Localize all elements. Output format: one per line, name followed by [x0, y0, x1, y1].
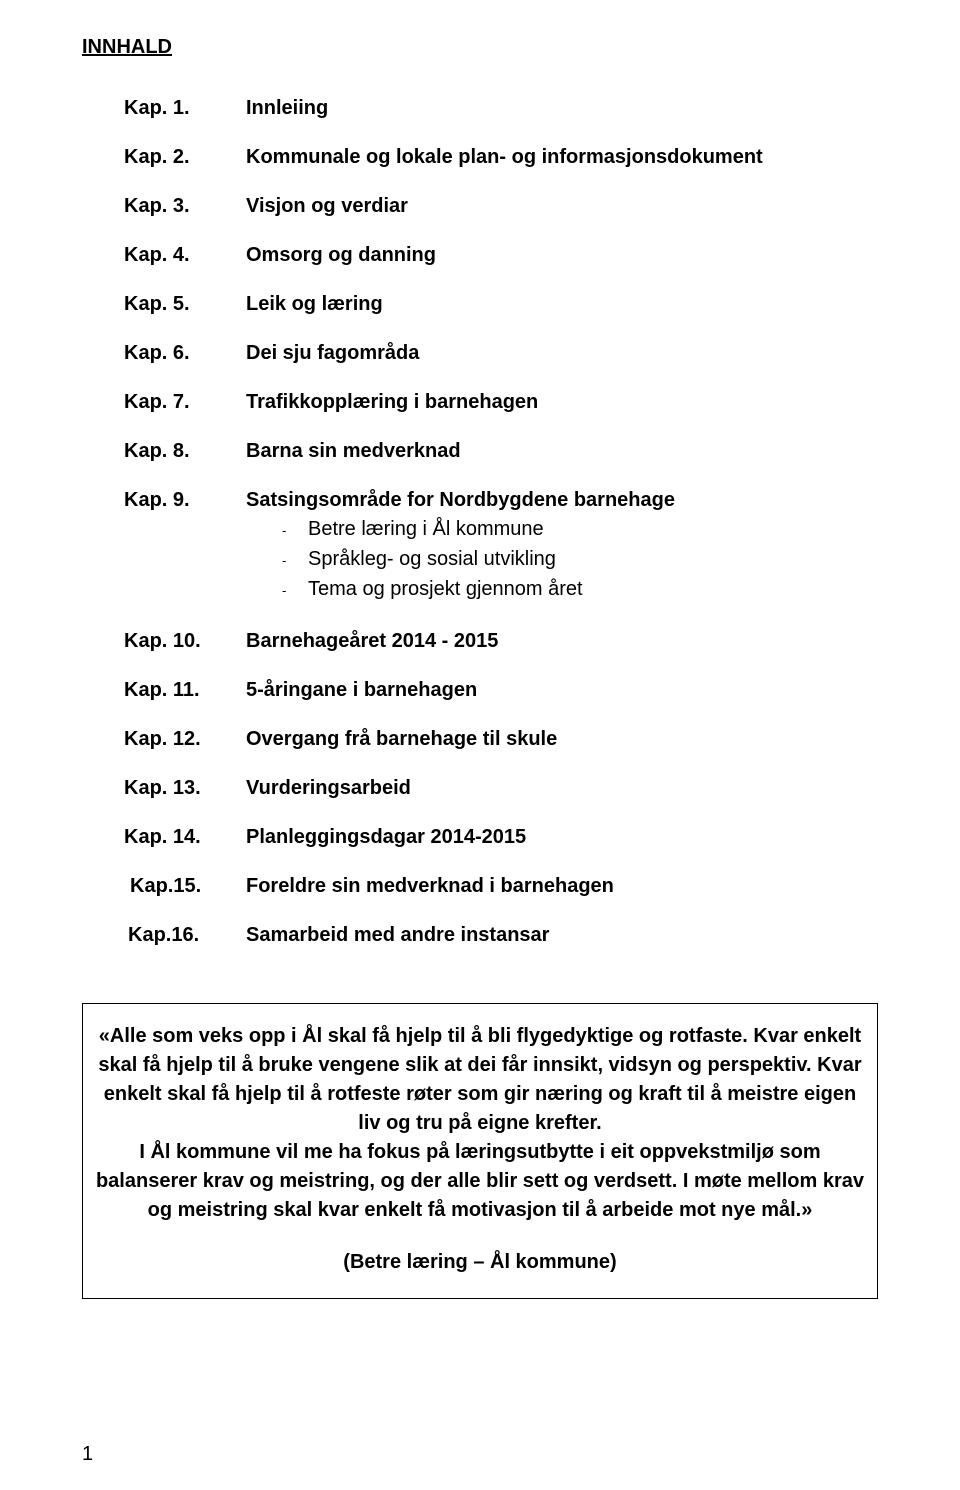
toc-title: Innleiing — [246, 97, 878, 120]
toc-title: Foreldre sin medverknad i barnehagen — [246, 875, 878, 898]
toc-row: Kap.15. Foreldre sin medverknad i barneh… — [82, 875, 878, 898]
toc-row: Kap. 4. Omsorg og danning — [82, 244, 878, 267]
toc-title: Planleggingsdagar 2014-2015 — [246, 826, 878, 849]
toc-row: Kap. 7. Trafikkopplæring i barnehagen — [82, 391, 878, 414]
toc-title: Omsorg og danning — [246, 244, 878, 267]
page-title: INNHALD — [82, 36, 878, 59]
toc-chapter: Kap.15. — [82, 875, 246, 898]
toc-chapter: Kap. 3. — [82, 195, 246, 218]
toc-title: 5-åringane i barnehagen — [246, 679, 878, 702]
toc-row: Kap. 6. Dei sju fagområda — [82, 342, 878, 365]
quote-paragraph: «Alle som veks opp i Ål skal få hjelp ti… — [93, 1022, 867, 1225]
quote-source: (Betre læring – Ål kommune) — [93, 1251, 867, 1274]
toc-row: Kap. 13. Vurderingsarbeid — [82, 777, 878, 800]
toc-title: Samarbeid med andre instansar — [246, 924, 878, 947]
toc-row: Kap.16. Samarbeid med andre instansar — [82, 924, 878, 947]
toc-title: Barnehageåret 2014 - 2015 — [246, 630, 878, 653]
quote-text-2: I Ål kommune vil me ha fokus på læringsu… — [96, 1141, 864, 1221]
toc-title: Kommunale og lokale plan- og informasjon… — [246, 146, 878, 169]
toc-chapter: Kap. 4. — [82, 244, 246, 267]
toc-row: Kap. 10. Barnehageåret 2014 - 2015 — [82, 630, 878, 653]
toc-title: Barna sin medverknad — [246, 440, 878, 463]
toc-chapter: Kap. 10. — [82, 630, 246, 653]
toc-title: Trafikkopplæring i barnehagen — [246, 391, 878, 414]
toc-subitem: - Betre læring i Ål kommune — [246, 514, 878, 544]
quote-box: «Alle som veks opp i Ål skal få hjelp ti… — [82, 1003, 878, 1299]
toc-row: Kap. 2. Kommunale og lokale plan- og inf… — [82, 146, 878, 169]
toc-chapter: Kap. 2. — [82, 146, 246, 169]
toc-chapter: Kap. 7. — [82, 391, 246, 414]
table-of-contents: Kap. 1. Innleiing Kap. 2. Kommunale og l… — [82, 97, 878, 947]
toc-subitem-text: Betre læring i Ål kommune — [308, 514, 544, 544]
toc-title-text: Satsingsområde for Nordbygdene barnehage — [246, 489, 675, 511]
toc-title: Overgang frå barnehage til skule — [246, 728, 878, 751]
toc-row: Kap. 3. Visjon og verdiar — [82, 195, 878, 218]
dash-icon: - — [282, 521, 308, 541]
toc-row: Kap. 12. Overgang frå barnehage til skul… — [82, 728, 878, 751]
toc-chapter: Kap. 6. — [82, 342, 246, 365]
toc-chapter: Kap.16. — [82, 924, 246, 947]
toc-chapter: Kap. 14. — [82, 826, 246, 849]
toc-row: Kap. 11. 5-åringane i barnehagen — [82, 679, 878, 702]
toc-chapter: Kap. 1. — [82, 97, 246, 120]
toc-chapter: Kap. 13. — [82, 777, 246, 800]
toc-subitem: - Tema og prosjekt gjennom året — [246, 574, 878, 604]
toc-subitem: - Språkleg- og sosial utvikling — [246, 544, 878, 574]
toc-row: Kap. 14. Planleggingsdagar 2014-2015 — [82, 826, 878, 849]
toc-subitem-text: Språkleg- og sosial utvikling — [308, 544, 556, 574]
toc-title: Vurderingsarbeid — [246, 777, 878, 800]
toc-row: Kap. 5. Leik og læring — [82, 293, 878, 316]
toc-chapter: Kap. 5. — [82, 293, 246, 316]
toc-row: Kap. 1. Innleiing — [82, 97, 878, 120]
toc-row: Kap. 8. Barna sin medverknad — [82, 440, 878, 463]
toc-title: Dei sju fagområda — [246, 342, 878, 365]
toc-subitem-text: Tema og prosjekt gjennom året — [308, 574, 583, 604]
toc-sublist: - Betre læring i Ål kommune - Språkleg- … — [246, 514, 878, 604]
toc-title: Visjon og verdiar — [246, 195, 878, 218]
dash-icon: - — [282, 551, 308, 571]
toc-title: Leik og læring — [246, 293, 878, 316]
page-number: 1 — [82, 1443, 93, 1466]
dash-icon: - — [282, 581, 308, 601]
toc-chapter: Kap. 9. — [82, 489, 246, 512]
toc-row: Kap. 9. Satsingsområde for Nordbygdene b… — [82, 489, 878, 604]
toc-chapter: Kap. 8. — [82, 440, 246, 463]
toc-title: Satsingsområde for Nordbygdene barnehage… — [246, 489, 878, 604]
quote-text-1: «Alle som veks opp i Ål skal få hjelp ti… — [98, 1025, 861, 1134]
toc-chapter: Kap. 11. — [82, 679, 246, 702]
toc-chapter: Kap. 12. — [82, 728, 246, 751]
